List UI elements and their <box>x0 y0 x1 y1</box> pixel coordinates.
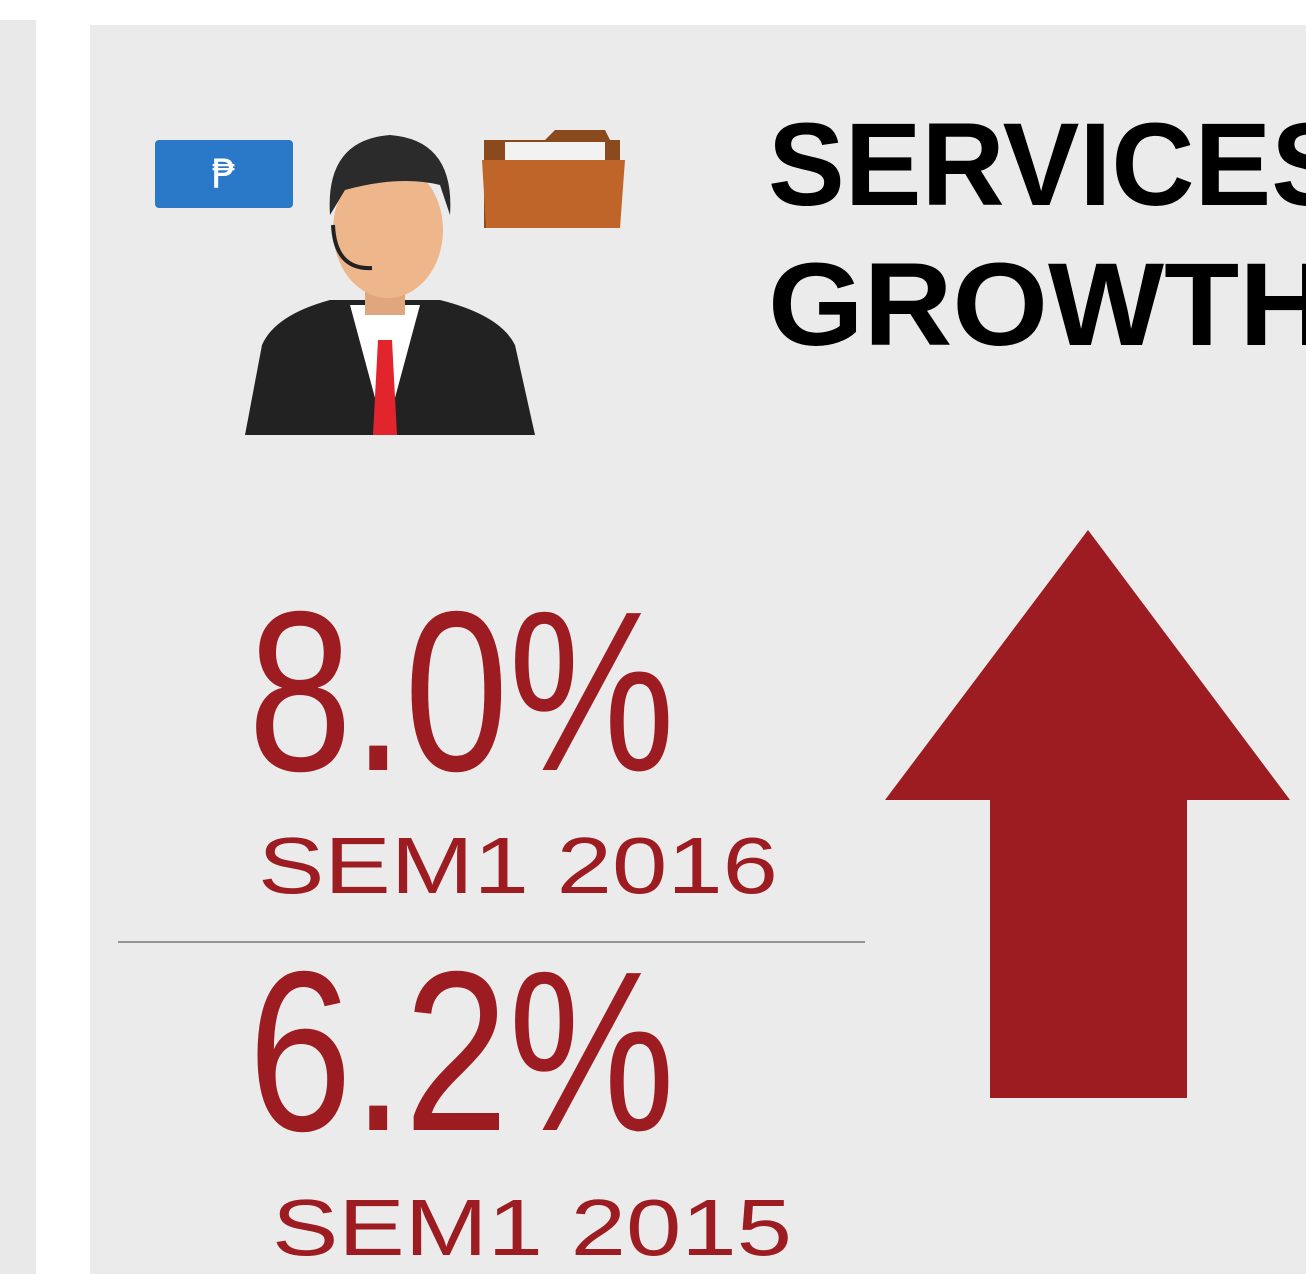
up-arrow <box>885 530 1290 1098</box>
headset <box>331 224 373 271</box>
left-panel <box>0 20 36 1274</box>
tie <box>373 340 397 435</box>
folder-icon <box>482 130 625 228</box>
stat-period: SEM1 2016 <box>258 821 778 910</box>
stat-value: 8.0% <box>248 565 675 819</box>
peso-card <box>155 140 293 208</box>
title-line: SERVICES <box>768 99 1306 231</box>
stat-period: SEM1 2015 <box>272 1183 792 1272</box>
folder-front <box>482 160 625 228</box>
currency-symbol: ₱ <box>211 152 236 198</box>
folder-paper <box>505 142 605 164</box>
title-line: GROWTH <box>768 239 1306 371</box>
stat-value: 6.2% <box>248 925 675 1179</box>
person-icon <box>245 135 535 435</box>
face <box>333 162 443 298</box>
hair <box>329 135 451 215</box>
peso-icon: ₱ <box>155 140 293 208</box>
